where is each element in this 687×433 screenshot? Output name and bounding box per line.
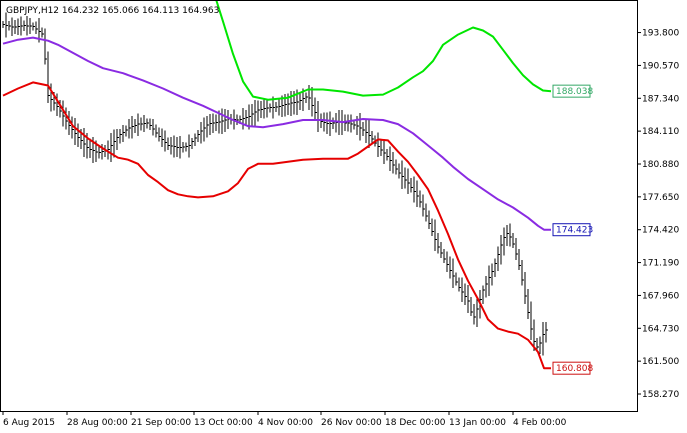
y-tick-label: 184.110 (642, 127, 679, 137)
value-tags: 188.038 174.423 160.808 (552, 84, 593, 375)
value-tag-box (552, 84, 591, 98)
band-lines (2, 1, 552, 370)
x-tick-label: 26 Nov 00:00 (321, 418, 382, 428)
x-tick-label: 21 Sep 00:00 (131, 418, 191, 428)
x-tick-label: 13 Oct 00:00 (194, 418, 253, 428)
y-tick-label: 177.650 (642, 193, 679, 203)
value-tag-label: 174.423 (556, 226, 593, 236)
x-tick-label: 28 Aug 00:00 (67, 418, 128, 428)
middle-band-line (2, 36, 551, 231)
x-axis: 6 Aug 2015 28 Aug 00:00 21 Sep 00:00 13 Oct… (2, 411, 567, 428)
x-tick-label: 4 Nov 00:00 (258, 418, 313, 428)
middle-band-value-tag: 174.423 (552, 223, 593, 237)
y-tick-label: 174.420 (642, 226, 679, 236)
chart-title: GBPJPY,H12 164.232 165.066 164.113 164.9… (6, 6, 219, 16)
value-tag-label: 160.808 (556, 364, 593, 374)
x-tick-label: 18 Dec 00:00 (385, 418, 446, 428)
x-tick-label: 13 Jan 00:00 (449, 418, 506, 428)
value-tag-box (552, 361, 591, 375)
y-tick-label: 158.270 (642, 390, 679, 400)
value-tag-box (552, 223, 591, 237)
y-tick-label: 167.960 (642, 291, 679, 301)
upper-band-value-tag: 188.038 (552, 84, 593, 98)
y-axis: 193.800 190.570 187.340 184.110 180.880 177.6… (637, 29, 679, 400)
y-tick-label: 171.190 (642, 259, 679, 269)
price-bars (2, 12, 548, 356)
y-tick-label: 187.340 (642, 94, 679, 104)
value-tag-label: 188.038 (556, 87, 593, 97)
y-tick-label: 164.730 (642, 324, 679, 334)
lower-band-line (2, 81, 551, 370)
plot-frame (0, 0, 638, 412)
lower-band-value-tag: 160.808 (552, 361, 593, 375)
x-tick-label: 6 Aug 2015 (3, 418, 55, 428)
upper-band-line (215, 1, 552, 101)
y-tick-label: 161.500 (642, 357, 679, 367)
x-tick-label: 4 Feb 00:00 (513, 418, 567, 428)
y-tick-label: 190.570 (642, 61, 679, 71)
y-tick-label: 193.800 (642, 29, 679, 39)
y-tick-label: 180.880 (642, 160, 679, 170)
